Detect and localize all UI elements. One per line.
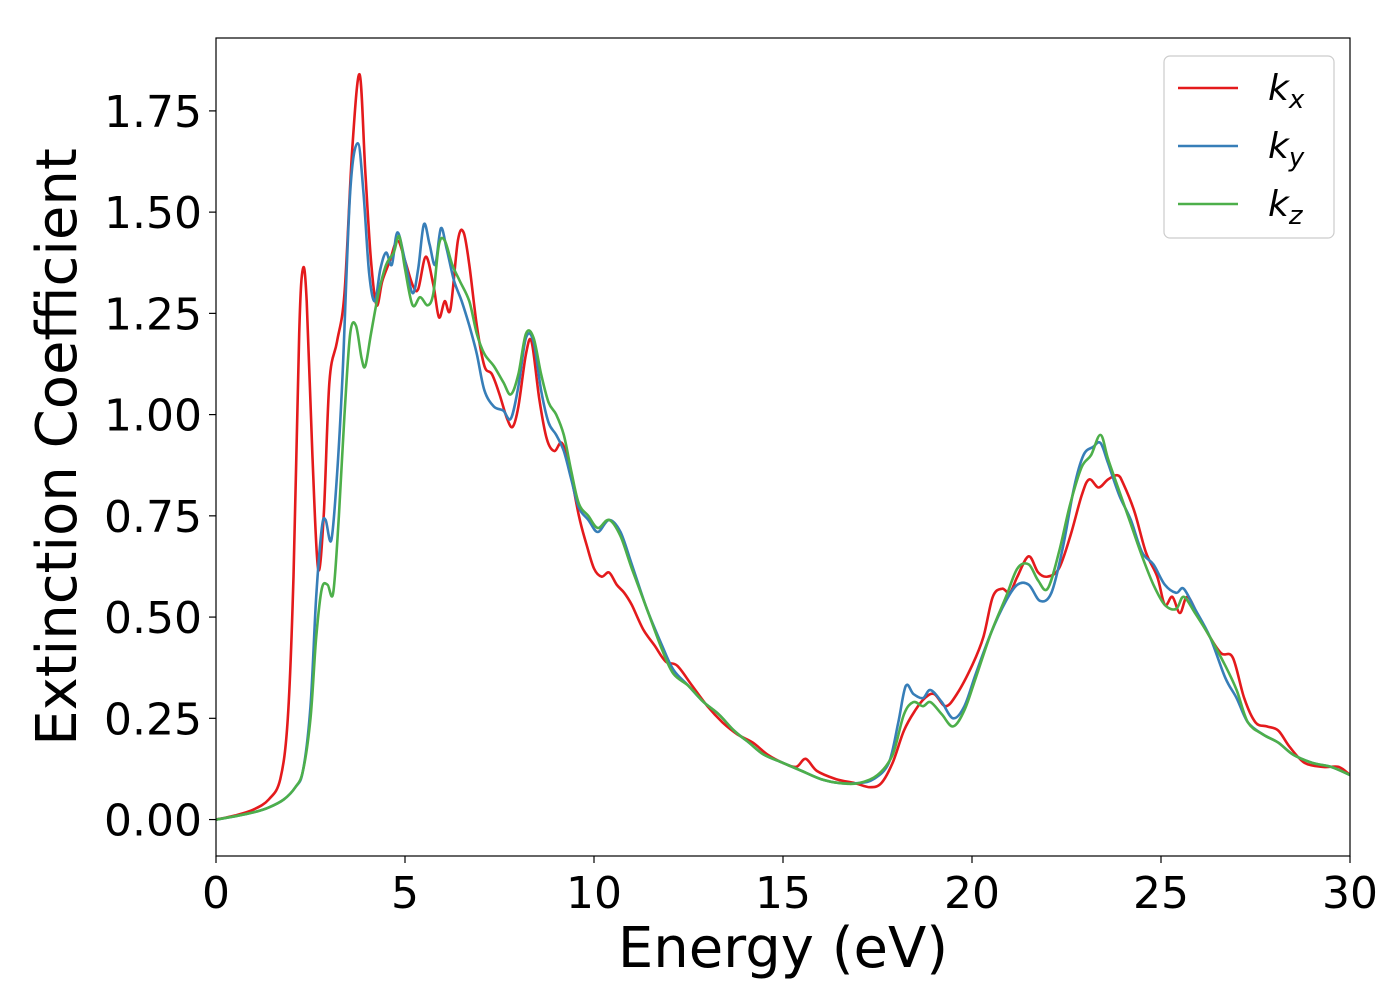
legend-label-k_x: kx <box>1268 68 1305 115</box>
x-axis-title: Energy (eV) <box>618 916 948 981</box>
y-axis-title: Extinction Coefficient <box>25 148 90 746</box>
legend-label-k_z: kz <box>1268 184 1304 231</box>
x-axis-ticks: 0 5 10 15 20 25 30 <box>202 856 1378 919</box>
x-tick-label: 5 <box>391 868 419 919</box>
x-tick-label: 10 <box>566 868 622 919</box>
y-axis-ticks: 0.00 0.25 0.50 0.75 1.00 1.25 1.50 1.75 <box>104 87 216 847</box>
series-line-k_z <box>216 234 1350 821</box>
legend-frame <box>1163 55 1335 239</box>
y-tick-label: 1.50 <box>104 188 202 239</box>
legend-label-k_y: ky <box>1268 126 1305 173</box>
x-tick-label: 30 <box>1322 868 1378 919</box>
x-tick-label: 20 <box>944 868 1000 919</box>
series-line-k_x <box>216 73 1350 821</box>
x-tick-label: 25 <box>1133 868 1189 919</box>
y-tick-label: 0.25 <box>104 694 202 745</box>
x-tick-label: 15 <box>755 868 811 919</box>
y-tick-label: 0.50 <box>104 593 202 644</box>
y-tick-label: 1.25 <box>104 289 202 340</box>
y-tick-label: 1.75 <box>104 87 202 138</box>
series-line-k_y <box>216 142 1350 821</box>
series-layer <box>216 73 1350 821</box>
x-tick-label: 0 <box>202 868 230 919</box>
legend-items: kx ky kz <box>1178 68 1305 231</box>
y-tick-label: 0.75 <box>104 492 202 543</box>
y-tick-label: 1.00 <box>104 391 202 442</box>
legend: kx ky kz <box>1163 55 1335 239</box>
y-tick-label: 0.00 <box>104 796 202 847</box>
